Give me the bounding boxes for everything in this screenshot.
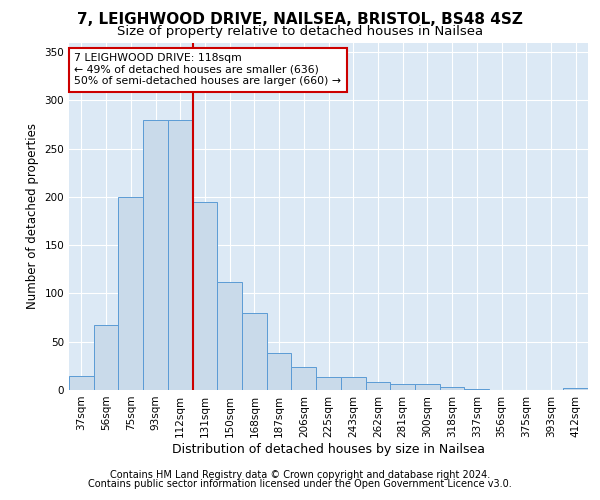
Y-axis label: Number of detached properties: Number of detached properties [26, 123, 39, 309]
Text: 7, LEIGHWOOD DRIVE, NAILSEA, BRISTOL, BS48 4SZ: 7, LEIGHWOOD DRIVE, NAILSEA, BRISTOL, BS… [77, 12, 523, 28]
Text: 7 LEIGHWOOD DRIVE: 118sqm
← 49% of detached houses are smaller (636)
50% of semi: 7 LEIGHWOOD DRIVE: 118sqm ← 49% of detac… [74, 53, 341, 86]
Bar [217, 282, 242, 390]
Bar [341, 378, 365, 390]
Text: Size of property relative to detached houses in Nailsea: Size of property relative to detached ho… [117, 25, 483, 38]
Bar [464, 389, 489, 390]
Bar [563, 388, 588, 390]
Bar [193, 202, 217, 390]
Bar [143, 120, 168, 390]
Text: Contains HM Land Registry data © Crown copyright and database right 2024.: Contains HM Land Registry data © Crown c… [110, 470, 490, 480]
Bar [118, 197, 143, 390]
Bar [390, 384, 415, 390]
Bar [365, 382, 390, 390]
Bar [440, 387, 464, 390]
X-axis label: Distribution of detached houses by size in Nailsea: Distribution of detached houses by size … [172, 442, 485, 456]
Bar [316, 378, 341, 390]
Bar [242, 313, 267, 390]
Bar [415, 384, 440, 390]
Bar [94, 326, 118, 390]
Bar [168, 120, 193, 390]
Text: Contains public sector information licensed under the Open Government Licence v3: Contains public sector information licen… [88, 479, 512, 489]
Bar [69, 376, 94, 390]
Bar [292, 367, 316, 390]
Bar [267, 354, 292, 390]
